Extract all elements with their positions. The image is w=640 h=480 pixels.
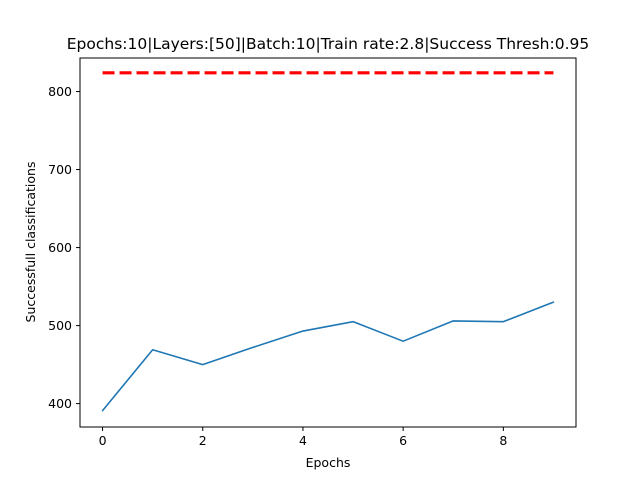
x-tick-label: 8	[499, 433, 507, 448]
plot-area: 0 2 4 6 8 400 500 600 700 800	[48, 57, 577, 448]
x-tick-label: 4	[299, 433, 307, 448]
chart-title: Epochs:10|Layers:[50]|Batch:10|Train rat…	[67, 35, 590, 53]
y-tick-label: 600	[48, 240, 72, 255]
x-axis-label: Epochs	[306, 455, 351, 470]
plot-frame	[79, 57, 577, 428]
series-line-0	[101, 301, 555, 412]
y-axis-label: Successfull classifications	[23, 162, 38, 323]
y-tick-label: 500	[48, 318, 72, 333]
y-tick-label: 400	[48, 396, 72, 411]
y-tick-label: 800	[48, 84, 72, 99]
x-tick-label: 6	[399, 433, 407, 448]
y-tick-label: 700	[48, 162, 72, 177]
x-tick-label: 2	[199, 433, 207, 448]
x-tick-label: 0	[99, 433, 107, 448]
